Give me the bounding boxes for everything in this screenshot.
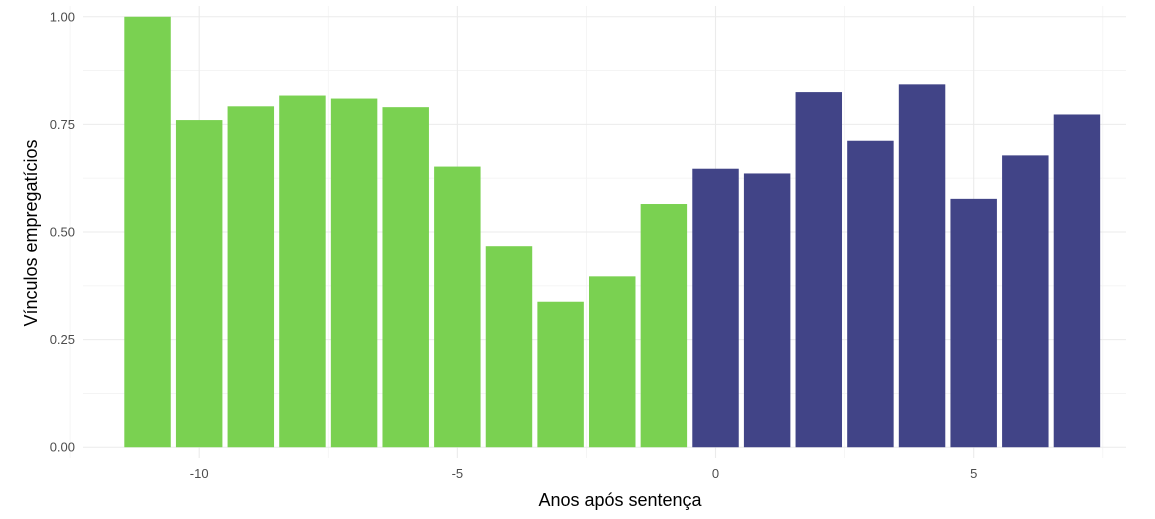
bars [124,16,1101,448]
bar-before [485,246,533,448]
bar-before [279,95,326,448]
bar-after [692,168,739,448]
y-tick-label: 0.25 [50,332,75,347]
y-tick-label: 0.75 [50,117,75,132]
bar-after [898,84,946,448]
bar-before [640,204,688,448]
x-tick-label: 0 [712,466,719,481]
bar-before [434,166,481,448]
bar-before [227,106,275,448]
bar-before [589,276,636,448]
bar-before [124,16,171,448]
bar-after [950,198,997,448]
y-tick-label: 1.00 [50,9,75,24]
y-axis-title: Vínculos empregatícios [21,139,41,326]
x-axis-ticks: -10 -5 0 5 [190,466,978,481]
x-axis-title: Anos após sentença [538,490,702,510]
x-tick-label: 5 [970,466,977,481]
x-tick-label: -5 [452,466,464,481]
bar-before [175,120,223,448]
bar-after [1002,155,1049,448]
y-tick-label: 0.50 [50,225,75,240]
x-tick-label: -10 [190,466,209,481]
bar-after [743,173,791,448]
bar-after [1053,114,1101,448]
bar-before [537,301,584,448]
bar-before [382,107,429,448]
y-tick-label: 0.00 [50,440,75,455]
bar-after [795,92,843,448]
bar-after [847,140,894,448]
y-axis-ticks: 0.00 0.25 0.50 0.75 1.00 [50,9,75,454]
bar-before [330,98,378,448]
